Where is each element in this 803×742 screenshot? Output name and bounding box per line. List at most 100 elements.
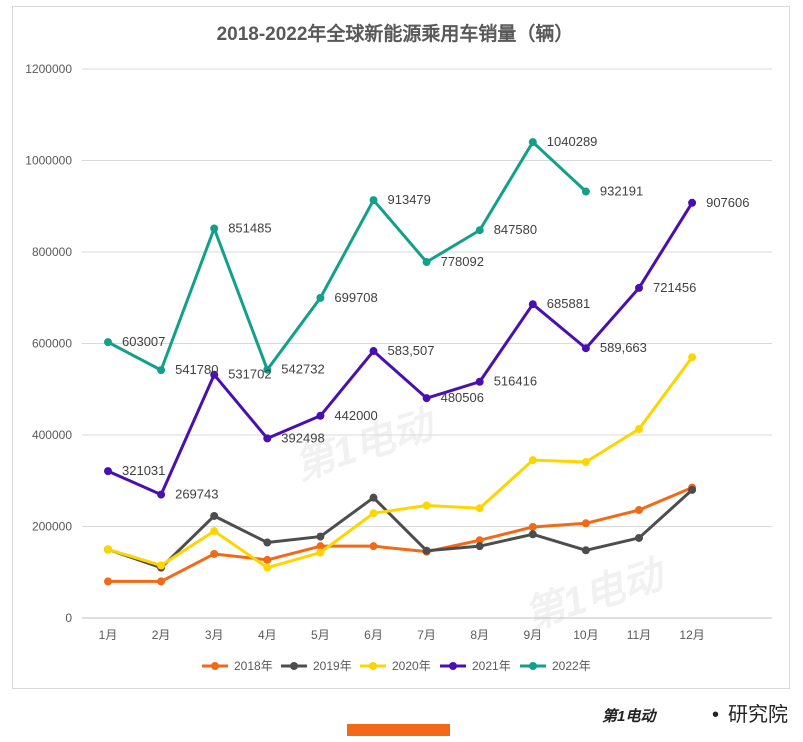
- legend: 2018年 2019年 2020年 2021年 2022年: [202, 659, 591, 673]
- data-point: [475, 542, 484, 551]
- x-tick-label: 11月: [627, 628, 651, 642]
- data-point: [688, 353, 697, 362]
- data-point: [528, 300, 537, 309]
- data-point: [316, 542, 325, 551]
- x-tick-label: 3月: [205, 628, 224, 642]
- y-axis-ticks: 0 200000 400000 600000 800000 1000000 1200000: [25, 62, 72, 625]
- data-point: [369, 493, 378, 502]
- x-tick-label: 8月: [470, 628, 489, 642]
- x-tick-label: 5月: [311, 628, 330, 642]
- data-point: [369, 509, 378, 518]
- data-point: [528, 522, 537, 531]
- data-point: [422, 394, 431, 403]
- data-label: 542732: [281, 362, 324, 377]
- data-label: 721456: [653, 280, 696, 295]
- data-point: [369, 196, 378, 205]
- data-point: [157, 366, 166, 375]
- data-point: [263, 563, 272, 572]
- legend-marker: [211, 662, 219, 670]
- data-label: 589,663: [600, 340, 647, 355]
- data-label: 847580: [494, 222, 537, 237]
- data-point: [528, 138, 537, 147]
- data-point: [369, 347, 378, 356]
- x-axis-ticks: 1月 2月 3月 4月 5月 6月 7月 8月 9月 10月 11月 12月: [99, 628, 705, 642]
- y-tick-label: 1000000: [25, 154, 72, 168]
- data-point: [263, 365, 272, 374]
- data-label: 531702: [228, 367, 271, 382]
- data-point: [316, 548, 325, 557]
- data-point: [210, 527, 219, 536]
- legend-marker: [369, 662, 377, 670]
- data-point: [210, 549, 219, 558]
- series-line: [106, 201, 694, 497]
- y-tick-label: 0: [65, 611, 72, 625]
- data-point: [316, 293, 325, 302]
- data-point: [104, 577, 112, 586]
- data-label: 269743: [175, 487, 218, 502]
- footer-accent-bar: [347, 724, 450, 736]
- data-point: [475, 536, 484, 545]
- legend-label: 2022年: [552, 659, 591, 673]
- data-point: [528, 530, 537, 539]
- data-point: [475, 377, 484, 386]
- data-point: [422, 258, 431, 267]
- x-tick-label: 7月: [417, 628, 436, 642]
- x-tick-label: 6月: [364, 628, 383, 642]
- data-label: 583,507: [388, 343, 435, 358]
- data-point: [422, 501, 431, 510]
- data-point: [475, 226, 484, 235]
- data-label: 907606: [706, 195, 749, 210]
- grid-lines: [82, 68, 772, 619]
- data-point: [210, 511, 219, 520]
- data-point: [263, 434, 272, 443]
- data-label: 778092: [441, 254, 484, 269]
- brand-footer: 第1电动 • 研究院: [602, 703, 788, 726]
- data-point: [316, 411, 325, 420]
- data-point: [635, 425, 643, 434]
- series-line: [106, 488, 694, 570]
- data-point: [581, 457, 590, 466]
- data-label: 685881: [547, 296, 590, 311]
- y-tick-label: 1200000: [25, 62, 72, 76]
- data-label: 932191: [600, 184, 643, 199]
- data-label: 392498: [281, 430, 324, 445]
- data-point: [581, 519, 590, 528]
- legend-label: 2018年: [234, 659, 273, 673]
- x-tick-label: 2月: [152, 628, 171, 642]
- chart-title: 2018-2022年全球新能源乘用车销量（辆）: [217, 22, 574, 45]
- data-label: 541780: [175, 362, 218, 377]
- y-tick-label: 600000: [32, 337, 72, 351]
- data-point: [635, 506, 643, 515]
- y-tick-label: 800000: [32, 245, 72, 259]
- legend-marker: [449, 662, 457, 670]
- data-label: 516416: [494, 374, 537, 389]
- brand-separator: •: [712, 704, 719, 726]
- series-group: [104, 138, 697, 586]
- x-tick-label: 10月: [573, 628, 598, 642]
- data-point: [635, 283, 643, 292]
- data-point: [688, 485, 697, 494]
- data-label: 480506: [441, 390, 484, 405]
- data-label: 603007: [122, 334, 165, 349]
- y-tick-label: 400000: [32, 428, 72, 442]
- data-point: [581, 546, 590, 555]
- x-tick-label: 9月: [523, 628, 542, 642]
- data-point: [581, 187, 590, 196]
- data-point: [422, 546, 431, 555]
- legend-label: 2020年: [392, 659, 431, 673]
- data-point: [157, 561, 166, 570]
- data-label: 1040289: [547, 134, 598, 149]
- brand-name: 研究院: [728, 703, 788, 726]
- data-point: [157, 577, 166, 586]
- x-tick-label: 4月: [258, 628, 277, 642]
- data-point: [316, 532, 325, 541]
- data-point: [104, 545, 112, 554]
- x-tick-label: 1月: [99, 628, 118, 642]
- data-point: [581, 344, 590, 353]
- data-point: [528, 456, 537, 465]
- brand-logo: 第1电动: [602, 707, 657, 725]
- data-point: [688, 198, 697, 207]
- data-point: [104, 467, 112, 476]
- data-point: [263, 555, 272, 564]
